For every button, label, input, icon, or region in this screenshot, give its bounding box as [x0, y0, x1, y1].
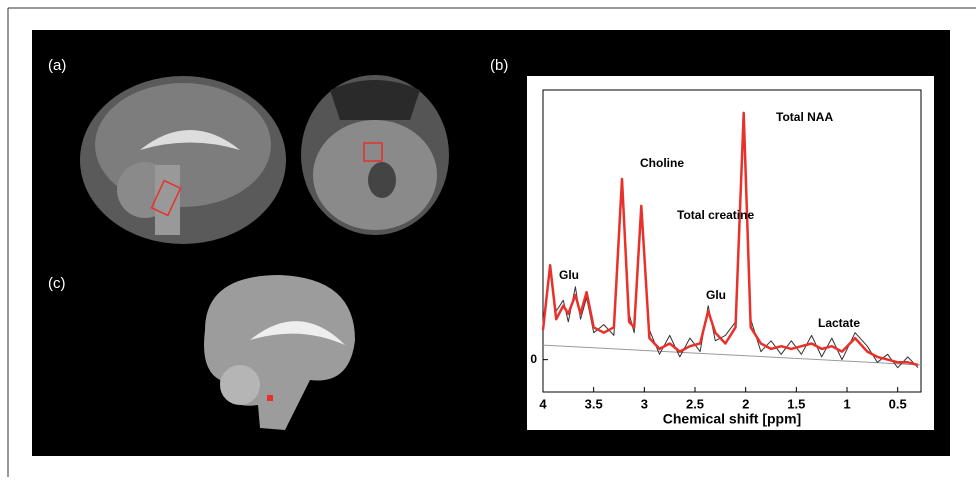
- chart-background: [527, 76, 934, 430]
- panel-label: (c): [48, 275, 66, 292]
- peak-annotation: Glu: [706, 288, 726, 302]
- figure: (a) (c) (b) Chemical shift [ppm] 4 3.5 3 2.…: [0, 0, 976, 477]
- x-tick-label: 1.5: [787, 396, 805, 411]
- x-axis-label: Chemical shift [ppm]: [663, 411, 801, 427]
- peak-annotation: Choline: [640, 156, 684, 170]
- x-tick-label: 1: [843, 396, 850, 411]
- peak-annotation: Total creatine: [677, 208, 754, 222]
- x-tick-label: 2: [742, 396, 749, 411]
- x-tick-label: 3.5: [585, 396, 603, 411]
- peak-annotation: Total NAA: [776, 110, 833, 124]
- peak-annotation: Lactate: [818, 316, 860, 330]
- panel-label: (b): [490, 57, 508, 74]
- x-tick-label: 4: [539, 396, 547, 411]
- panel-label: (a): [48, 57, 66, 74]
- mri-axial: [301, 75, 449, 235]
- x-tick-label: 0.5: [889, 396, 907, 411]
- y-tick-label: 0: [530, 352, 537, 366]
- x-tick-label: 2.5: [686, 396, 704, 411]
- x-tick-label: 3: [641, 396, 648, 411]
- peak-annotation: Glu: [559, 268, 579, 282]
- mri-sagittal: [80, 76, 286, 244]
